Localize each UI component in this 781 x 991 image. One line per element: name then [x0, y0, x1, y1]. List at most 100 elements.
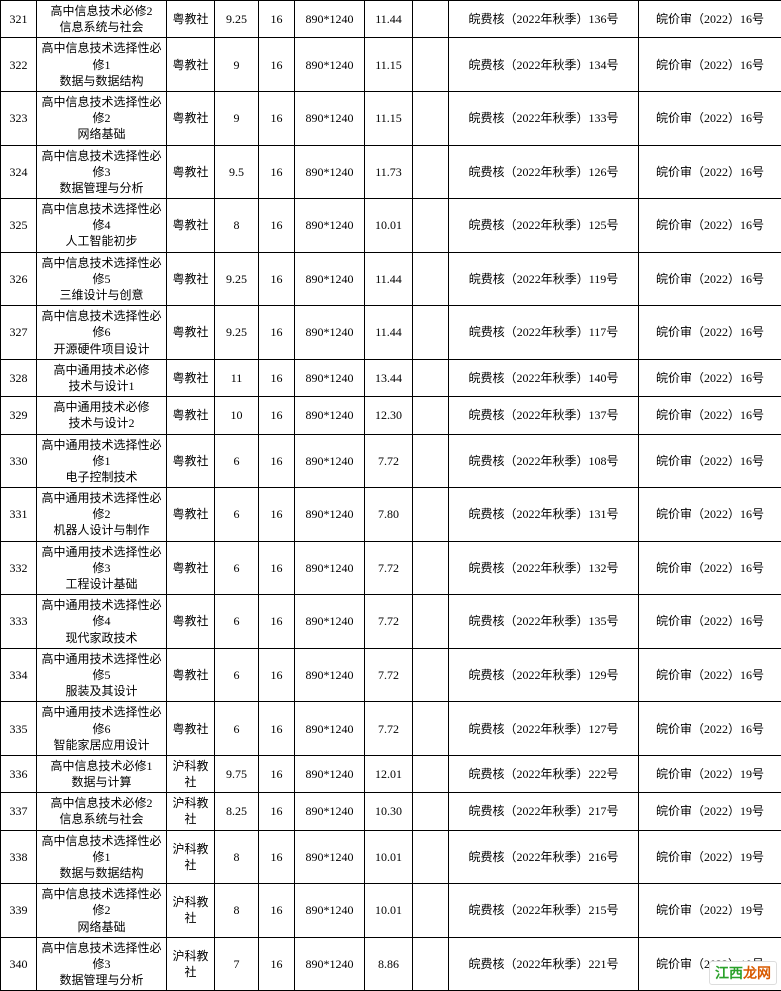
- doc-number: 皖费核（2022年秋季）134号: [449, 38, 639, 92]
- blank: [413, 145, 449, 199]
- doc-number: 皖费核（2022年秋季）217号: [449, 793, 639, 830]
- publisher: 粤教社: [167, 541, 215, 595]
- table-row: 321高中信息技术必修2信息系统与社会粤教社9.2516890*124011.4…: [1, 1, 781, 38]
- doc-number: 皖费核（2022年秋季）133号: [449, 91, 639, 145]
- doc-number: 皖费核（2022年秋季）222号: [449, 755, 639, 792]
- size: 890*1240: [295, 397, 365, 434]
- val3: 8.86: [365, 937, 413, 991]
- doc-number: 皖费核（2022年秋季）215号: [449, 884, 639, 938]
- val3: 11.44: [365, 1, 413, 38]
- book-name: 高中信息技术选择性必修3数据管理与分析: [37, 145, 167, 199]
- row-number: 339: [1, 884, 37, 938]
- publisher: 粤教社: [167, 1, 215, 38]
- book-name: 高中信息技术必修2信息系统与社会: [37, 1, 167, 38]
- publisher: 粤教社: [167, 595, 215, 649]
- val3: 10.30: [365, 793, 413, 830]
- val3: 11.15: [365, 91, 413, 145]
- size: 890*1240: [295, 91, 365, 145]
- val2: 16: [259, 199, 295, 253]
- val1: 6: [215, 702, 259, 756]
- approval: 皖价审（2022）16号: [639, 306, 781, 360]
- size: 890*1240: [295, 541, 365, 595]
- size: 890*1240: [295, 306, 365, 360]
- size: 890*1240: [295, 199, 365, 253]
- row-number: 337: [1, 793, 37, 830]
- table-row: 328高中通用技术必修技术与设计1粤教社1116890*124013.44皖费核…: [1, 359, 781, 396]
- book-name: 高中通用技术选择性必修2机器人设计与制作: [37, 488, 167, 542]
- approval: 皖价审（2022）16号: [639, 145, 781, 199]
- approval: 皖价审（2022）16号: [639, 595, 781, 649]
- table-row: 335高中通用技术选择性必修6智能家居应用设计粤教社616890*12407.7…: [1, 702, 781, 756]
- approval: 皖价审（2022）19号: [639, 793, 781, 830]
- row-number: 324: [1, 145, 37, 199]
- table-row: 330高中通用技术选择性必修1电子控制技术粤教社616890*12407.72皖…: [1, 434, 781, 488]
- watermark-part-a: 江西: [715, 965, 743, 981]
- approval: 皖价审（2022）16号: [639, 397, 781, 434]
- book-name: 高中信息技术选择性必修5三维设计与创意: [37, 252, 167, 306]
- val2: 16: [259, 488, 295, 542]
- val1: 8: [215, 884, 259, 938]
- publisher: 粤教社: [167, 91, 215, 145]
- size: 890*1240: [295, 488, 365, 542]
- val3: 10.01: [365, 830, 413, 884]
- val2: 16: [259, 434, 295, 488]
- val1: 9.25: [215, 252, 259, 306]
- val3: 7.72: [365, 595, 413, 649]
- approval: 皖价审（2022）16号: [639, 488, 781, 542]
- doc-number: 皖费核（2022年秋季）216号: [449, 830, 639, 884]
- val2: 16: [259, 884, 295, 938]
- book-name: 高中信息技术必修1数据与计算: [37, 755, 167, 792]
- val2: 16: [259, 91, 295, 145]
- doc-number: 皖费核（2022年秋季）131号: [449, 488, 639, 542]
- blank: [413, 648, 449, 702]
- blank: [413, 937, 449, 991]
- textbook-table: 321高中信息技术必修2信息系统与社会粤教社9.2516890*124011.4…: [0, 0, 781, 991]
- doc-number: 皖费核（2022年秋季）127号: [449, 702, 639, 756]
- book-name: 高中信息技术选择性必修3数据管理与分析: [37, 937, 167, 991]
- book-name: 高中信息技术选择性必修6开源硬件项目设计: [37, 306, 167, 360]
- val2: 16: [259, 541, 295, 595]
- val2: 16: [259, 702, 295, 756]
- table-row: 322高中信息技术选择性必修1数据与数据结构粤教社916890*124011.1…: [1, 38, 781, 92]
- val1: 11: [215, 359, 259, 396]
- approval: 皖价审（2022）16号: [639, 199, 781, 253]
- row-number: 331: [1, 488, 37, 542]
- publisher: 沪科教社: [167, 884, 215, 938]
- val1: 6: [215, 648, 259, 702]
- book-name: 高中信息技术选择性必修2网络基础: [37, 91, 167, 145]
- approval: 皖价审（2022）16号: [639, 38, 781, 92]
- val1: 9.25: [215, 306, 259, 360]
- size: 890*1240: [295, 830, 365, 884]
- watermark-part-b: 龙网: [743, 965, 771, 981]
- doc-number: 皖费核（2022年秋季）132号: [449, 541, 639, 595]
- blank: [413, 702, 449, 756]
- val2: 16: [259, 755, 295, 792]
- row-number: 327: [1, 306, 37, 360]
- size: 890*1240: [295, 1, 365, 38]
- row-number: 336: [1, 755, 37, 792]
- doc-number: 皖费核（2022年秋季）137号: [449, 397, 639, 434]
- val1: 6: [215, 595, 259, 649]
- doc-number: 皖费核（2022年秋季）117号: [449, 306, 639, 360]
- doc-number: 皖费核（2022年秋季）221号: [449, 937, 639, 991]
- blank: [413, 252, 449, 306]
- doc-number: 皖费核（2022年秋季）136号: [449, 1, 639, 38]
- publisher: 粤教社: [167, 397, 215, 434]
- val2: 16: [259, 397, 295, 434]
- blank: [413, 359, 449, 396]
- row-number: 328: [1, 359, 37, 396]
- size: 890*1240: [295, 648, 365, 702]
- val3: 12.30: [365, 397, 413, 434]
- blank: [413, 488, 449, 542]
- val1: 7: [215, 937, 259, 991]
- val1: 8: [215, 830, 259, 884]
- size: 890*1240: [295, 359, 365, 396]
- watermark: 江西龙网: [709, 961, 777, 985]
- size: 890*1240: [295, 937, 365, 991]
- approval: 皖价审（2022）16号: [639, 91, 781, 145]
- size: 890*1240: [295, 884, 365, 938]
- table-row: 326高中信息技术选择性必修5三维设计与创意粤教社9.2516890*12401…: [1, 252, 781, 306]
- val1: 6: [215, 541, 259, 595]
- row-number: 326: [1, 252, 37, 306]
- publisher: 粤教社: [167, 359, 215, 396]
